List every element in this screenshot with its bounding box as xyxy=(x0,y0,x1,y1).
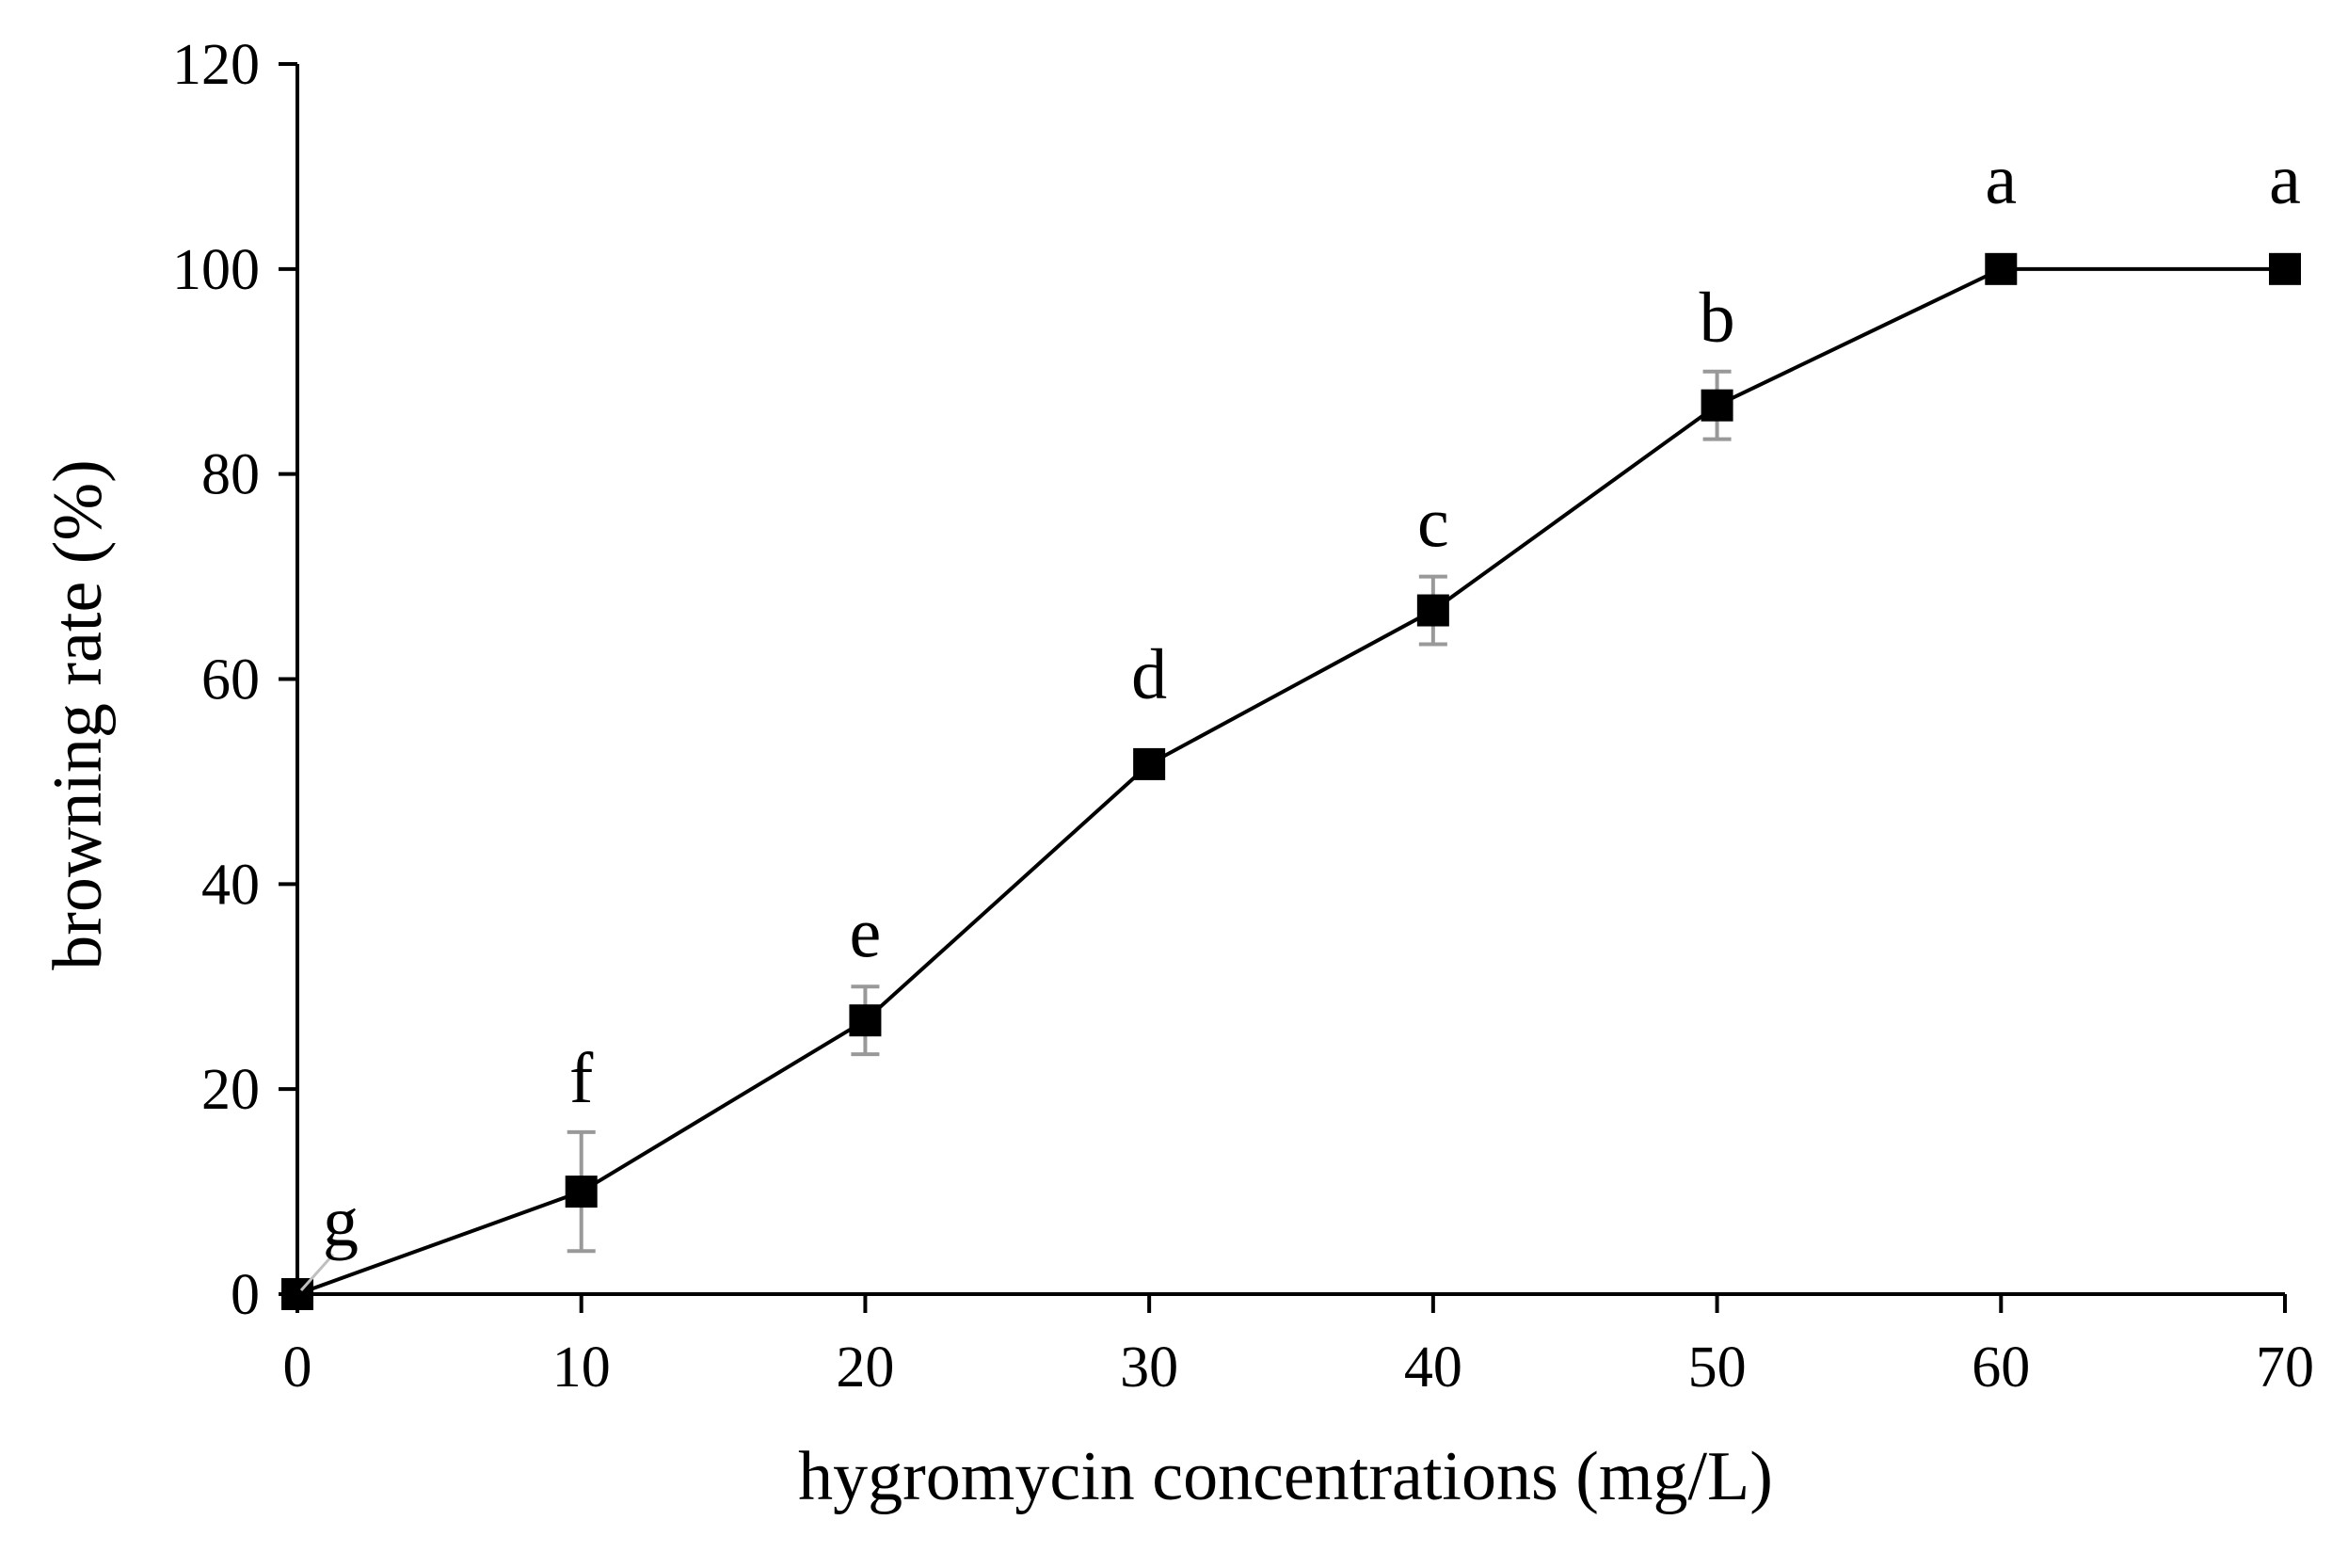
significance-labels: g f e d c b a a xyxy=(299,140,2301,1292)
x-tick-label: 0 xyxy=(283,1336,312,1400)
significance-letter: a xyxy=(1985,140,2017,219)
y-tick-label: 40 xyxy=(201,853,260,917)
data-point xyxy=(565,1176,598,1208)
data-point xyxy=(1416,594,1449,627)
x-tick-label: 20 xyxy=(836,1336,894,1400)
significance-letter: a xyxy=(2269,140,2301,219)
x-tick-label: 70 xyxy=(2256,1336,2314,1400)
error-bars xyxy=(567,369,1732,1254)
significance-letter: f xyxy=(569,1039,594,1118)
y-tick-label: 120 xyxy=(172,33,260,97)
significance-letter: g xyxy=(323,1182,359,1261)
data-point xyxy=(1985,252,2018,285)
x-tick-label: 30 xyxy=(1120,1336,1178,1400)
x-axis-ticks: 0 10 20 30 40 50 60 70 xyxy=(283,1294,2314,1400)
significance-letter: d xyxy=(1131,635,1167,714)
y-tick-label: 0 xyxy=(231,1263,260,1327)
series-line xyxy=(296,266,2285,1296)
y-tick-label: 100 xyxy=(172,238,260,302)
data-point xyxy=(2269,252,2301,285)
data-point xyxy=(1701,389,1733,422)
significance-letter: c xyxy=(1417,484,1449,563)
significance-letter: b xyxy=(1700,279,1735,358)
y-tick-label: 60 xyxy=(201,648,260,712)
data-markers xyxy=(281,252,2301,1310)
x-tick-label: 60 xyxy=(1972,1336,2030,1400)
data-point xyxy=(1133,747,1166,780)
y-axis-ticks: 0 20 40 60 80 100 120 xyxy=(172,33,297,1327)
y-axis-title: browning rate (%) xyxy=(40,459,117,969)
x-tick-label: 10 xyxy=(552,1336,611,1400)
label-leader-line xyxy=(299,1253,335,1292)
chart-axes xyxy=(295,64,2285,1296)
significance-letter: e xyxy=(850,893,882,972)
x-tick-label: 40 xyxy=(1404,1336,1462,1400)
data-point xyxy=(849,1004,882,1037)
x-tick-label: 50 xyxy=(1688,1336,1747,1400)
y-tick-label: 80 xyxy=(201,443,260,507)
x-axis-title: hygromycin concentrations (mg/L) xyxy=(798,1438,1773,1515)
y-tick-label: 20 xyxy=(201,1058,260,1122)
